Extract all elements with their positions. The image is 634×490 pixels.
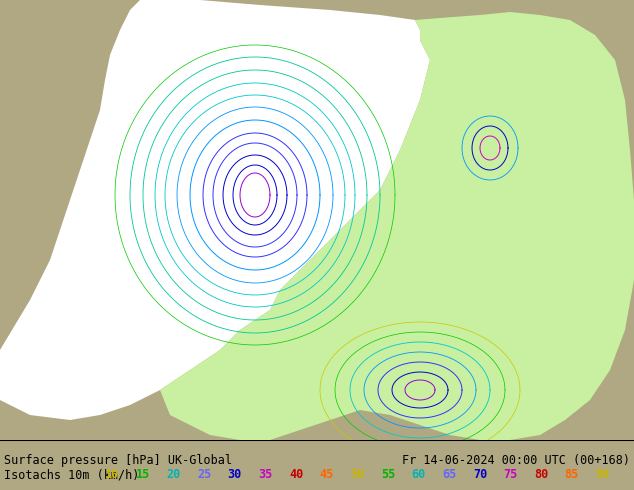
Text: Fr 14-06-2024 00:00 UTC (00+168): Fr 14-06-2024 00:00 UTC (00+168) [402, 454, 630, 467]
Text: 30: 30 [228, 468, 242, 481]
Text: 45: 45 [320, 468, 333, 481]
Text: 70: 70 [473, 468, 487, 481]
Text: 10: 10 [105, 468, 119, 481]
Text: 50: 50 [350, 468, 365, 481]
Text: Surface pressure [hPa] UK-Global: Surface pressure [hPa] UK-Global [4, 454, 232, 467]
Text: 25: 25 [197, 468, 211, 481]
Text: 55: 55 [381, 468, 395, 481]
Text: 15: 15 [136, 468, 150, 481]
Text: 40: 40 [289, 468, 303, 481]
Text: 75: 75 [503, 468, 518, 481]
Text: Isotachs 10m (km/h): Isotachs 10m (km/h) [4, 468, 146, 481]
Text: 80: 80 [534, 468, 548, 481]
Text: 35: 35 [258, 468, 273, 481]
Text: 60: 60 [411, 468, 425, 481]
Text: 85: 85 [565, 468, 579, 481]
Polygon shape [0, 0, 430, 420]
Text: 90: 90 [595, 468, 610, 481]
Text: 20: 20 [166, 468, 181, 481]
Polygon shape [160, 10, 634, 440]
Text: 65: 65 [442, 468, 456, 481]
